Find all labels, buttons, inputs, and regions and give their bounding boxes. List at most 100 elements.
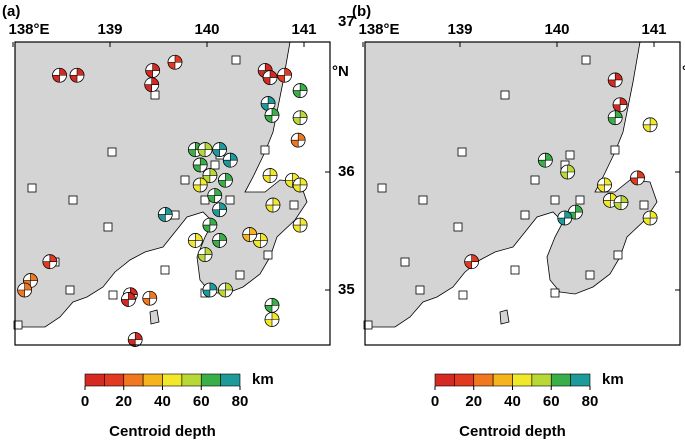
- beachball-quadrant: [242, 227, 257, 242]
- beachball-quadrant: [52, 67, 67, 83]
- beachball: [212, 202, 228, 218]
- beachball-quadrant: [202, 217, 218, 233]
- colorbar-tick-label: 80: [232, 393, 249, 410]
- beachball: [568, 204, 583, 220]
- colorbar-tick-label: 0: [81, 393, 89, 410]
- beachball-quadrant: [218, 172, 233, 188]
- beachball-quadrant: [222, 152, 238, 168]
- beachball: [145, 63, 161, 78]
- station: [377, 183, 387, 193]
- lat-unit: °N: [682, 63, 685, 80]
- station: [289, 200, 299, 210]
- map-frame: [364, 41, 681, 346]
- beachball: [642, 117, 658, 133]
- beachball: [218, 172, 233, 188]
- beachball: [557, 210, 573, 226]
- colorbar-segment: [123, 373, 144, 387]
- beachball: [464, 254, 480, 270]
- station: [581, 55, 591, 65]
- beachball-quadrant: [192, 177, 208, 193]
- beachball-quadrant: [290, 132, 306, 148]
- station: [585, 270, 595, 280]
- beachball: [262, 168, 278, 183]
- beachball-quadrant: [144, 77, 160, 92]
- beachball: [242, 227, 258, 242]
- map-frame: [14, 41, 331, 346]
- colorbar-unit: km: [602, 371, 624, 388]
- lat-unit: °N: [332, 63, 349, 80]
- colorbar-tick-label: 20: [465, 393, 482, 410]
- colorbar-segment: [84, 373, 105, 387]
- island: [499, 309, 510, 325]
- colorbar-segment: [434, 373, 455, 387]
- colorbar-segment: [454, 373, 475, 387]
- colorbar-segment: [104, 373, 125, 387]
- station: [575, 195, 585, 205]
- beachball: [222, 152, 238, 168]
- beachball: [264, 297, 280, 313]
- beachball: [212, 233, 228, 248]
- colorbar-segment: [181, 373, 202, 387]
- colorbar-title: Centroid depth: [109, 423, 216, 440]
- beachball-quadrant: [607, 110, 623, 126]
- colorbar-tick-label: 60: [193, 393, 210, 410]
- beachball: [277, 67, 293, 83]
- station: [458, 290, 468, 300]
- lon-tick-label: 138°E: [358, 21, 399, 38]
- station: [231, 55, 241, 65]
- colorbar-unit: km: [252, 371, 274, 388]
- lon-tick-label: 141: [641, 21, 666, 38]
- beachball: [69, 67, 85, 83]
- beachball: [218, 282, 233, 298]
- station: [263, 250, 273, 260]
- station: [520, 210, 530, 220]
- beachball-quadrant: [167, 54, 183, 70]
- station: [180, 175, 190, 185]
- beachball: [197, 247, 213, 263]
- beachball-quadrant: [264, 108, 280, 123]
- lon-tick-label: 138°E: [8, 21, 49, 38]
- station: [500, 90, 510, 100]
- beachball-quadrant: [642, 210, 658, 226]
- beachball: [17, 282, 33, 298]
- colorbar-segment: [142, 373, 163, 387]
- beachball-quadrant: [142, 290, 158, 306]
- beachball-quadrant: [277, 67, 292, 83]
- beachball-quadrant: [262, 70, 278, 85]
- station: [363, 320, 373, 330]
- station: [210, 160, 220, 170]
- beachball-quadrant: [292, 177, 308, 193]
- beachball-quadrant: [557, 210, 573, 226]
- beachball-quadrant: [642, 117, 658, 133]
- beachball: [192, 177, 208, 193]
- station: [27, 183, 37, 193]
- lon-tick-label: 140: [544, 21, 569, 38]
- lat-tick-label: 35: [338, 281, 355, 298]
- beachball: [642, 210, 658, 226]
- colorbar-segment: [492, 373, 513, 387]
- beachball: [264, 312, 280, 327]
- beachball-quadrant: [464, 254, 479, 269]
- station: [68, 195, 78, 205]
- map-panel: [363, 41, 681, 346]
- colorbar-segment: [531, 373, 552, 387]
- beachball-quadrant: [212, 233, 227, 248]
- panel-label: (a): [2, 3, 20, 20]
- beachball-quadrant: [613, 195, 629, 210]
- beachball: [42, 254, 58, 270]
- station: [260, 145, 270, 155]
- station: [160, 265, 170, 275]
- beachball-quadrant: [197, 142, 213, 157]
- beachball-quadrant: [212, 202, 227, 218]
- beachball-quadrant: [197, 247, 213, 262]
- lat-tick-label: 37: [338, 13, 355, 30]
- colorbar-segment: [200, 373, 221, 387]
- beachball-quadrant: [612, 97, 628, 113]
- beachball: [197, 142, 213, 157]
- beachball: [607, 72, 623, 88]
- station: [453, 222, 463, 232]
- station: [108, 290, 118, 300]
- beachball-quadrant: [121, 292, 136, 307]
- panel-label: (b): [352, 3, 371, 20]
